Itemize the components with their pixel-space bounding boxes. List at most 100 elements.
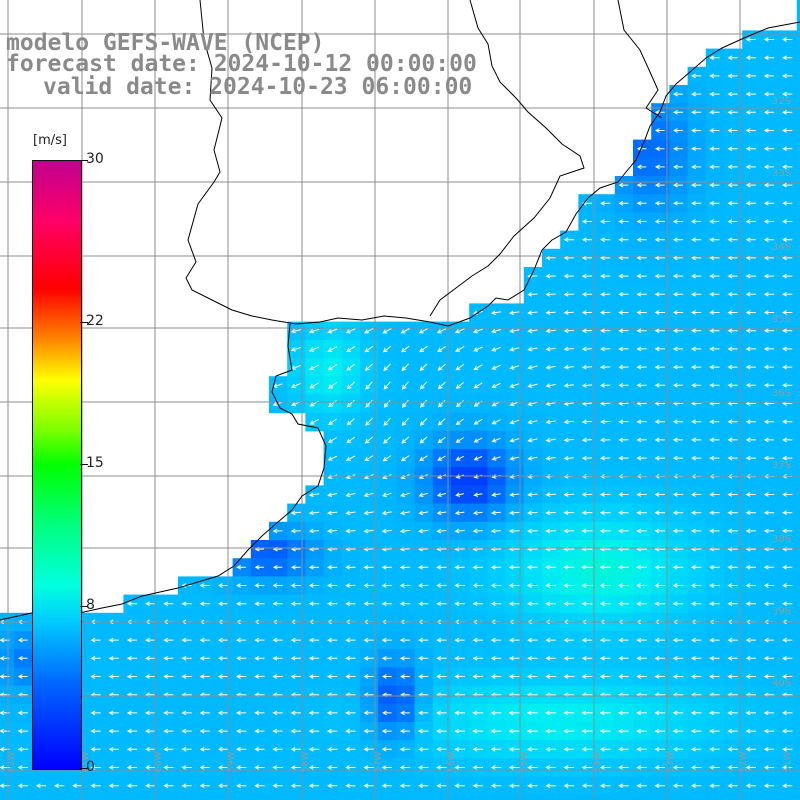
wind-arrow <box>90 765 101 770</box>
wind-arrow <box>581 510 593 516</box>
wind-arrow <box>345 728 356 734</box>
wind-arrow <box>236 674 247 679</box>
wind-arrow <box>473 437 483 443</box>
wind-arrow <box>709 364 720 370</box>
wind-arrow <box>763 146 775 152</box>
wind-arrow <box>472 728 484 734</box>
wind-arrow <box>272 655 283 661</box>
wind-arrow <box>545 383 556 388</box>
wind-arrow <box>163 746 174 752</box>
wind-arrow <box>581 346 593 352</box>
wind-arrow <box>727 382 738 388</box>
wind-arrow <box>17 655 28 661</box>
latitude-label: 36S <box>772 388 791 399</box>
wind-arrow <box>727 146 738 152</box>
wind-arrow <box>290 382 301 389</box>
wind-arrow <box>672 728 684 734</box>
wind-arrow <box>618 273 629 279</box>
wind-arrow <box>782 109 793 115</box>
wind-arrow <box>563 291 574 297</box>
wind-arrow <box>727 746 738 752</box>
wind-arrow <box>745 91 756 97</box>
wind-arrow <box>600 364 611 370</box>
wind-arrow <box>236 564 247 570</box>
wind-arrow <box>163 783 174 789</box>
wind-arrow <box>418 783 429 789</box>
wind-arrow <box>527 383 538 388</box>
wind-speed-cell <box>796 758 800 778</box>
wind-arrow <box>236 783 247 789</box>
wind-arrow <box>419 417 428 426</box>
wind-arrow <box>527 601 538 607</box>
wind-arrow <box>581 564 593 570</box>
wind-arrow <box>254 655 265 661</box>
wind-arrow <box>690 746 702 752</box>
wind-arrow <box>308 637 320 643</box>
wind-arrow <box>672 273 684 279</box>
wind-arrow <box>618 382 629 388</box>
valid-date: valid date: 2024-10-23 06:00:00 <box>43 74 473 100</box>
wind-arrow <box>563 364 574 370</box>
wind-arrow <box>346 381 355 390</box>
wind-arrow <box>727 219 738 224</box>
wind-speed-cell <box>542 794 561 800</box>
wind-arrow <box>654 637 665 643</box>
wind-speed-cell <box>796 12 800 31</box>
wind-arrow <box>654 291 665 297</box>
wind-speed-cell <box>796 339 800 359</box>
wind-arrow <box>745 783 756 789</box>
wind-arrow <box>763 674 775 679</box>
wind-speed-cell <box>796 631 800 650</box>
wind-arrow <box>199 637 210 643</box>
wind-arrow <box>126 637 138 643</box>
wind-arrow <box>691 291 702 297</box>
wind-arrow <box>763 255 775 261</box>
wind-arrow <box>636 783 647 789</box>
wind-arrow <box>727 728 738 734</box>
wind-arrow <box>399 783 411 789</box>
wind-arrow <box>745 492 756 497</box>
wind-arrow <box>473 382 483 389</box>
wind-speed-cell <box>796 485 800 505</box>
wind-arrow <box>254 710 265 716</box>
wind-arrow <box>145 655 156 661</box>
wind-arrow <box>691 437 702 443</box>
wind-arrow <box>763 419 775 425</box>
wind-arrow <box>436 528 447 534</box>
wind-speed-cell <box>796 740 800 759</box>
latitude-label: 38S <box>772 534 791 545</box>
wind-arrow <box>455 492 465 497</box>
wind-arrow <box>345 528 356 534</box>
wind-arrow <box>17 765 28 770</box>
wind-arrow <box>309 418 319 425</box>
wind-arrow <box>672 564 684 570</box>
wind-arrow <box>636 655 647 661</box>
wind-arrow <box>381 601 392 607</box>
wind-arrow <box>600 219 611 224</box>
colorbar-unit: [m/s] <box>33 133 67 148</box>
wind-arrow <box>181 746 192 752</box>
wind-arrow <box>363 637 374 643</box>
wind-arrow <box>654 674 665 679</box>
wind-speed-cell <box>796 467 800 486</box>
wind-arrow <box>709 674 720 679</box>
wind-arrow <box>745 637 756 643</box>
wind-arrow <box>654 164 665 170</box>
wind-arrow <box>545 710 557 716</box>
wind-arrow <box>581 637 593 643</box>
wind-arrow <box>599 601 611 607</box>
wind-arrow <box>254 564 265 570</box>
wind-arrow <box>618 655 629 661</box>
wind-arrow <box>254 674 265 679</box>
wind-speed-cell <box>232 794 252 800</box>
wind-arrow <box>418 601 429 607</box>
wind-arrow <box>691 109 702 115</box>
wind-arrow <box>782 364 793 370</box>
wind-arrow <box>581 746 593 752</box>
wind-arrow <box>636 328 647 334</box>
wind-arrow <box>690 728 702 734</box>
wind-speed-cell <box>796 66 800 86</box>
wind-arrow <box>490 655 502 661</box>
wind-speed-cell <box>796 248 800 268</box>
wind-arrow <box>401 399 409 408</box>
